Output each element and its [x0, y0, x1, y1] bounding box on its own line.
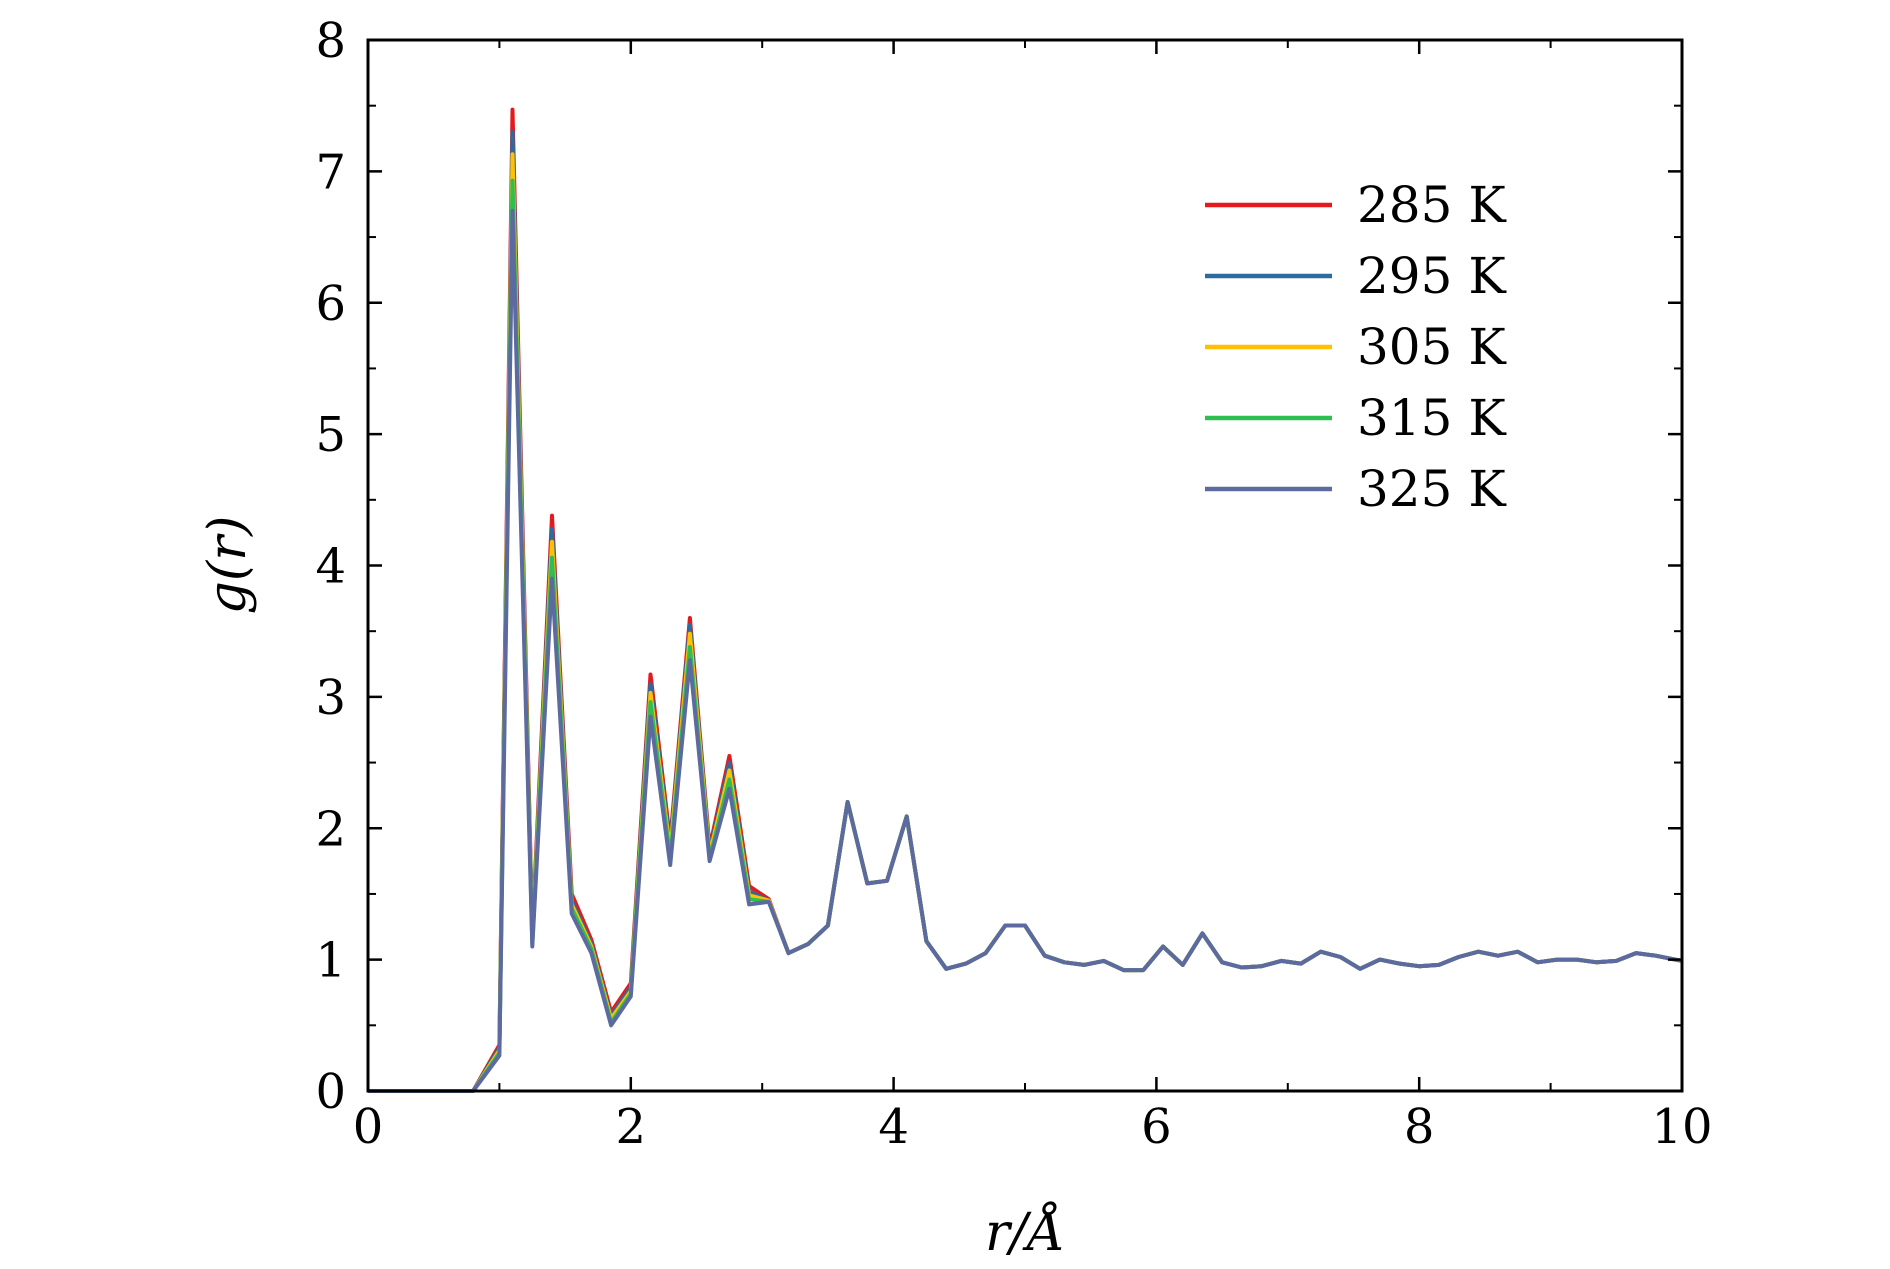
x-tick-label: 10 [1651, 1099, 1712, 1155]
y-tick-label: 4 [315, 539, 346, 595]
legend-label-0: 285 K [1357, 176, 1507, 234]
y-tick-label: 2 [315, 801, 346, 857]
x-tick-label: 0 [353, 1099, 384, 1155]
x-tick-label: 6 [1141, 1099, 1172, 1155]
y-tick-label: 7 [315, 144, 346, 200]
y-tick-label: 6 [315, 276, 346, 332]
y-tick-label: 3 [315, 670, 346, 726]
x-axis-title: r/Å [985, 1201, 1065, 1263]
y-tick-label: 5 [315, 407, 346, 463]
series-line-4 [368, 208, 1683, 1093]
legend-label-3: 315 K [1357, 389, 1507, 447]
axis-ticks: 0 2 4 6 8 10 0 1 2 3 4 5 6 7 8 [315, 13, 1712, 1155]
x-tick-label: 8 [1404, 1099, 1435, 1155]
y-tick-label: 1 [315, 933, 346, 989]
legend-label-2: 305 K [1357, 318, 1507, 376]
y-tick-label: 0 [315, 1064, 346, 1120]
x-tick-label: 4 [878, 1099, 909, 1155]
legend-label-4: 325 K [1357, 460, 1507, 518]
y-tick-label: 8 [315, 13, 346, 69]
x-tick-label: 2 [616, 1099, 647, 1155]
legend-label-1: 295 K [1357, 247, 1507, 305]
legend: 285 K 295 K 305 K 315 K 325 K [1205, 176, 1507, 518]
series-layer [368, 107, 1683, 1093]
y-axis-title: g(r) [198, 516, 258, 615]
